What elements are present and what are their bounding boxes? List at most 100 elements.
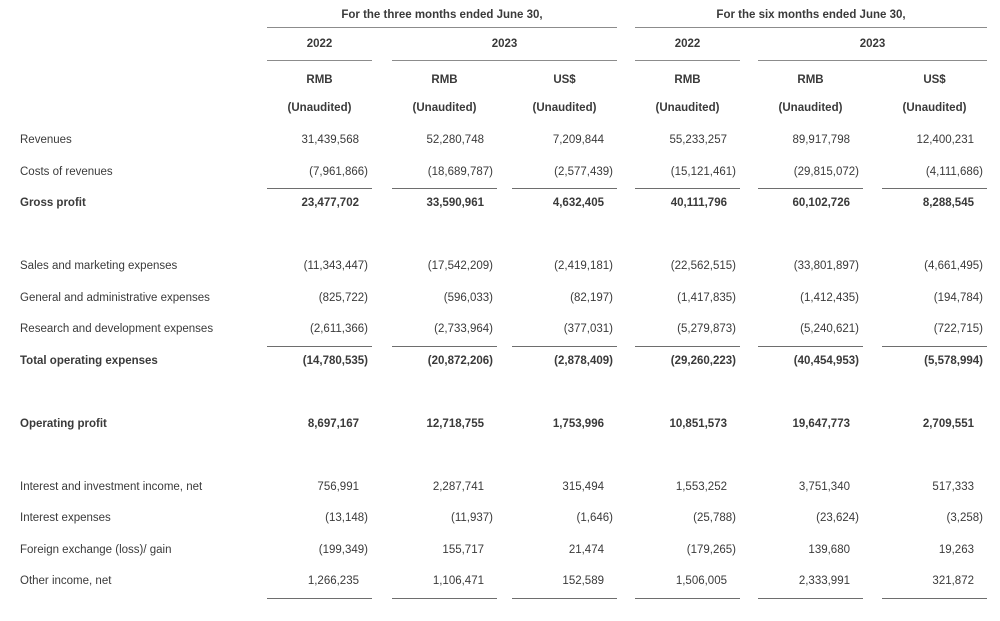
year-header-3mo-2022: 2022 xyxy=(267,28,372,61)
cell-value: (11,937) xyxy=(451,512,493,524)
currency-header: US$ xyxy=(923,74,946,86)
cell-value: 517,333 xyxy=(932,480,974,493)
year-header-row: 2022 2023 2022 2023 xyxy=(0,28,1000,61)
table-row: Foreign exchange (loss)/ gain (199,349) 15… xyxy=(0,535,1000,567)
cell-value: 315,494 xyxy=(562,480,604,493)
table-row: Interest expenses (13,148) (11,937) (1,646)… xyxy=(0,503,1000,535)
cell-value: (1,417,835) xyxy=(677,291,736,304)
cell-value: 12,400,231 xyxy=(916,134,974,146)
year-header-6mo-2022: 2022 xyxy=(635,28,740,61)
cell-value: 19,263 xyxy=(938,543,974,556)
cell-value: (29,815,072) xyxy=(758,157,863,189)
cell-value: (179,265) xyxy=(686,543,736,556)
unaudited-label: (Unaudited) xyxy=(287,102,352,114)
cell-value: 152,589 xyxy=(512,566,617,599)
spacer-row xyxy=(0,440,1000,472)
cell-value: 8,288,545 xyxy=(922,197,974,209)
cell-value: 60,102,726 xyxy=(792,197,850,209)
six-months-group-title: For the six months ended June 30, xyxy=(635,2,987,28)
cell-value: 1,266,235 xyxy=(267,566,372,599)
cell-value: 1,753,996 xyxy=(552,417,604,430)
cell-value: 3,751,340 xyxy=(798,480,850,493)
cell-value: 1,506,005 xyxy=(635,566,740,599)
unaudited-label: (Unaudited) xyxy=(412,102,477,114)
unaudited-label: (Unaudited) xyxy=(902,102,967,114)
cell-value: (2,611,366) xyxy=(267,314,372,347)
cell-value: (194,784) xyxy=(933,291,983,304)
cell-value: 139,680 xyxy=(808,543,850,556)
table-row: Interest and investment income, net 756,9… xyxy=(0,472,1000,504)
cell-value: (33,801,897) xyxy=(793,260,859,272)
cell-value: 1,553,252 xyxy=(675,480,727,493)
table-row: Research and development expenses (2,611,… xyxy=(0,314,1000,347)
table-row: Total operating expenses (14,780,535) (20,… xyxy=(0,346,1000,378)
cell-value: (1,646) xyxy=(576,512,613,524)
year-header-3mo-2023: 2023 xyxy=(392,28,617,61)
table-row: Costs of revenues (7,961,866) (18,689,787)… xyxy=(0,157,1000,189)
cell-value: (2,733,964) xyxy=(392,314,497,347)
cell-value: (25,788) xyxy=(693,512,736,524)
currency-header: US$ xyxy=(553,74,576,86)
cell-value: 12,718,755 xyxy=(426,417,484,430)
row-label: Revenues xyxy=(20,134,72,146)
three-months-group-title: For the three months ended June 30, xyxy=(267,2,617,28)
cell-value: (596,033) xyxy=(443,291,493,304)
currency-header: RMB xyxy=(674,74,701,86)
table-row: Other income, net 1,266,235 1,106,471 152,5… xyxy=(0,566,1000,599)
cell-value: (20,872,206) xyxy=(427,354,493,367)
spacer-row xyxy=(0,377,1000,409)
cell-value: 756,991 xyxy=(317,480,359,493)
table-row: Revenues 31,439,568 52,280,748 7,209,844 55,… xyxy=(0,125,1000,157)
cell-value: 52,280,748 xyxy=(426,134,484,146)
income-statement-table: For the three months ended June 30, For … xyxy=(0,2,1000,599)
cell-value: 31,439,568 xyxy=(301,134,359,146)
cell-value: (5,578,994) xyxy=(924,354,983,367)
cell-value: (3,258) xyxy=(946,512,983,524)
cell-value: (5,240,621) xyxy=(758,314,863,347)
cell-value: (82,197) xyxy=(570,291,613,304)
currency-header: RMB xyxy=(306,74,333,86)
audit-status-header-row: (Unaudited) (Unaudited) (Unaudited) (Una… xyxy=(0,89,1000,117)
table-row: General and administrative expenses (825,… xyxy=(0,283,1000,315)
cell-value: (15,121,461) xyxy=(635,157,740,189)
currency-header-row: RMB RMB US$ RMB RMB US$ xyxy=(0,61,1000,89)
spacer-row xyxy=(0,220,1000,252)
row-label: Sales and marketing expenses xyxy=(20,260,178,272)
currency-header: RMB xyxy=(797,74,824,86)
row-label: Research and development expenses xyxy=(20,323,214,335)
cell-value: 33,590,961 xyxy=(426,197,484,209)
cell-value: (23,624) xyxy=(816,512,859,524)
cell-value: 19,647,773 xyxy=(792,417,850,430)
cell-value: (17,542,209) xyxy=(427,260,493,272)
cell-value: 2,709,551 xyxy=(922,417,974,430)
cell-value: (7,961,866) xyxy=(267,157,372,189)
table-row: Operating profit 8,697,167 12,718,755 1,753… xyxy=(0,409,1000,441)
cell-value: (2,577,439) xyxy=(512,157,617,189)
cell-value: 4,632,405 xyxy=(552,197,604,209)
row-label: Operating profit xyxy=(20,417,107,430)
cell-value: (18,689,787) xyxy=(392,157,497,189)
table-row: Sales and marketing expenses (11,343,447)… xyxy=(0,251,1000,283)
cell-value: (11,343,447) xyxy=(303,260,368,272)
row-label: Foreign exchange (loss)/ gain xyxy=(20,543,172,556)
cell-value: (2,419,181) xyxy=(554,260,613,272)
table-row: Gross profit 23,477,702 33,590,961 4,632,40… xyxy=(0,188,1000,220)
table-body: Revenues 31,439,568 52,280,748 7,209,844 55,… xyxy=(0,117,1000,599)
cell-value: 155,717 xyxy=(442,543,484,556)
cell-value: 8,697,167 xyxy=(307,417,359,430)
cell-value: (2,878,409) xyxy=(554,354,613,367)
cell-value: (22,562,515) xyxy=(670,260,736,272)
cell-value: 89,917,798 xyxy=(792,134,850,146)
cell-value: (29,260,223) xyxy=(670,354,736,367)
cell-value: (40,454,953) xyxy=(793,354,859,367)
currency-header: RMB xyxy=(431,74,458,86)
row-label: Total operating expenses xyxy=(20,354,158,367)
cell-value: 55,233,257 xyxy=(669,134,727,146)
cell-value: 10,851,573 xyxy=(669,417,727,430)
period-group-header-row: For the three months ended June 30, For … xyxy=(0,2,1000,28)
cell-value: (199,349) xyxy=(318,543,368,556)
year-header-6mo-2023: 2023 xyxy=(758,28,987,61)
row-label: Gross profit xyxy=(20,197,86,209)
cell-value: 1,106,471 xyxy=(392,566,497,599)
cell-value: 7,209,844 xyxy=(552,134,604,146)
